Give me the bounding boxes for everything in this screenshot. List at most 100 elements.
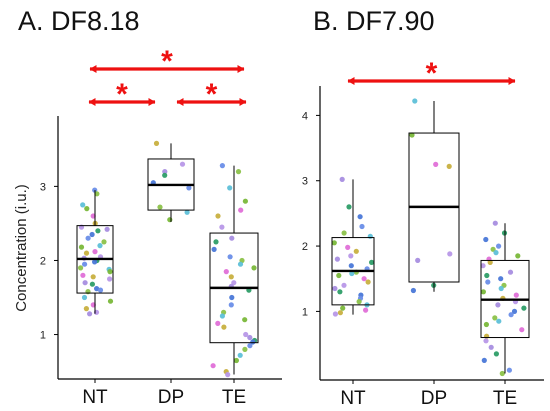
data-point: [353, 248, 359, 254]
data-point: [242, 346, 248, 352]
data-point: [332, 285, 338, 292]
data-point: [157, 204, 163, 210]
panel-b-boxes: [331, 101, 530, 374]
y-tick-label: 3: [40, 181, 46, 193]
data-point: [210, 363, 216, 369]
data-point: [238, 207, 244, 213]
data-point: [481, 357, 487, 363]
data-point: [97, 287, 104, 293]
data-point: [235, 169, 242, 175]
data-point: [410, 287, 416, 294]
significance-star: *: [116, 78, 128, 111]
data-point: [367, 233, 373, 239]
data-point: [492, 220, 498, 226]
y-tick-label: 1: [40, 330, 46, 342]
data-point: [227, 185, 233, 191]
panel-a-boxes: [76, 143, 259, 375]
data-point: [345, 244, 351, 250]
category-label-nt: NT: [82, 387, 108, 408]
data-point: [89, 231, 95, 238]
significance-star: *: [426, 57, 438, 90]
data-point: [80, 202, 86, 208]
data-point: [341, 282, 347, 288]
panel-b: B. DF7.90 1 2 3 4 NT DP TE *: [302, 6, 544, 409]
y-axis-label: Concentration (i.u.): [13, 184, 30, 312]
data-point: [485, 279, 491, 285]
data-point: [101, 239, 107, 245]
data-point: [336, 272, 342, 279]
data-point: [356, 299, 362, 305]
data-point: [493, 351, 499, 357]
data-point: [80, 272, 86, 278]
panel-a-y-ticks: 1 2 3: [40, 181, 58, 342]
data-point: [83, 250, 90, 256]
data-point: [167, 217, 173, 223]
data-point: [215, 320, 221, 326]
data-point: [227, 254, 233, 260]
panel-a-category-labels: NT DP TE: [82, 379, 246, 408]
data-point: [104, 226, 110, 232]
data-point: [153, 140, 160, 146]
data-point: [243, 331, 249, 338]
data-point: [499, 370, 505, 377]
y-tick-label: 4: [302, 110, 308, 122]
data-point: [341, 230, 347, 236]
data-point: [92, 259, 98, 265]
data-point: [83, 306, 89, 312]
significance-star: *: [161, 45, 173, 78]
data-point: [107, 269, 113, 275]
data-point: [508, 312, 514, 318]
data-point: [233, 357, 239, 364]
data-point: [229, 235, 235, 241]
data-point: [495, 302, 501, 308]
data-point: [184, 209, 190, 215]
data-point: [349, 270, 355, 277]
data-point: [229, 294, 235, 301]
data-point: [231, 280, 237, 286]
data-point: [483, 338, 489, 344]
data-point: [331, 240, 337, 246]
y-tick-label: 1: [302, 306, 308, 318]
data-point: [334, 256, 340, 262]
data-point: [361, 276, 367, 282]
data-point: [496, 243, 502, 249]
data-point: [82, 280, 88, 286]
data-point: [521, 305, 527, 311]
data-point: [211, 246, 217, 252]
data-point: [219, 224, 225, 230]
data-point: [348, 253, 354, 259]
data-point: [365, 279, 371, 285]
category-label-dp: DP: [158, 387, 184, 408]
panel-a-title: A. DF8.18: [18, 6, 140, 36]
data-point: [519, 327, 525, 333]
data-point: [340, 305, 346, 311]
data-point: [507, 269, 514, 275]
data-point: [357, 214, 363, 220]
data-point: [515, 253, 521, 259]
data-point: [89, 281, 95, 287]
category-label-te: TE: [222, 387, 246, 408]
data-point: [498, 285, 504, 292]
data-point: [85, 235, 91, 241]
data-point: [483, 321, 489, 328]
data-point: [480, 263, 486, 269]
data-point: [412, 98, 418, 104]
data-point: [359, 223, 365, 230]
data-point: [493, 250, 499, 256]
data-point: [337, 289, 343, 295]
data-point: [250, 339, 256, 345]
data-point: [511, 308, 518, 314]
data-point: [97, 243, 103, 249]
data-point: [480, 289, 486, 295]
data-point: [506, 367, 512, 373]
data-point: [332, 311, 338, 317]
significance-star: *: [206, 78, 218, 111]
data-point: [213, 239, 219, 245]
data-point: [186, 185, 192, 191]
category-label-nt: NT: [340, 388, 366, 409]
data-point: [484, 272, 490, 279]
data-point: [84, 206, 90, 212]
data-point: [433, 161, 439, 167]
panel-b-significance: *: [347, 57, 516, 90]
